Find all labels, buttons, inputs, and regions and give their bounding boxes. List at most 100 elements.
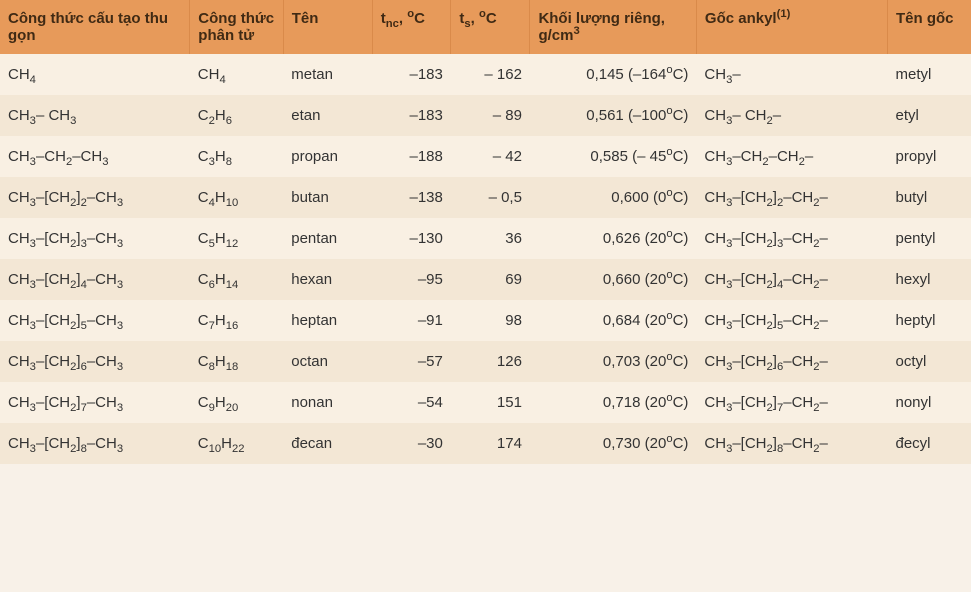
table-row: CH3–[CH2]7–CH3C9H20nonan–541510,718 (20o… (0, 382, 971, 423)
cell-name: octan (283, 341, 372, 382)
cell-rootname: etyl (887, 95, 971, 136)
table-row: CH3–[CH2]6–CH3C8H18octan–571260,703 (20o… (0, 341, 971, 382)
header-rootname: Tên gốc (887, 0, 971, 54)
alkane-table: Công thức cấu tạo thu gọn Công thức phân… (0, 0, 971, 464)
cell-name: etan (283, 95, 372, 136)
cell-structural: CH3–[CH2]6–CH3 (0, 341, 190, 382)
cell-rootname: metyl (887, 54, 971, 95)
cell-rootname: nonyl (887, 382, 971, 423)
header-name: Tên (283, 0, 372, 54)
cell-structural: CH3–[CH2]8–CH3 (0, 423, 190, 464)
header-structural: Công thức cấu tạo thu gọn (0, 0, 190, 54)
cell-ts: – 42 (451, 136, 530, 177)
cell-tnc: –30 (372, 423, 451, 464)
table-body: CH4CH4metan–183– 1620,145 (–164oC)CH3–me… (0, 54, 971, 464)
cell-molecular: C5H12 (190, 218, 283, 259)
cell-tnc: –183 (372, 54, 451, 95)
table-row: CH3–[CH2]2–CH3C4H10butan–138– 0,50,600 (… (0, 177, 971, 218)
cell-density: 0,585 (– 45oC) (530, 136, 696, 177)
header-alkyl: Gốc ankyl(1) (696, 0, 887, 54)
cell-name: pentan (283, 218, 372, 259)
cell-alkyl: CH3–[CH2]3–CH2– (696, 218, 887, 259)
cell-density: 0,684 (20oC) (530, 300, 696, 341)
table-row: CH3– CH3C2H6etan–183– 890,561 (–100oC)CH… (0, 95, 971, 136)
cell-alkyl: CH3–[CH2]4–CH2– (696, 259, 887, 300)
header-row: Công thức cấu tạo thu gọn Công thức phân… (0, 0, 971, 54)
cell-structural: CH3–CH2–CH3 (0, 136, 190, 177)
cell-rootname: heptyl (887, 300, 971, 341)
cell-molecular: C4H10 (190, 177, 283, 218)
cell-ts: 98 (451, 300, 530, 341)
table-row: CH3–CH2–CH3C3H8propan–188– 420,585 (– 45… (0, 136, 971, 177)
cell-alkyl: CH3–[CH2]2–CH2– (696, 177, 887, 218)
cell-density: 0,718 (20oC) (530, 382, 696, 423)
cell-name: metan (283, 54, 372, 95)
cell-ts: 36 (451, 218, 530, 259)
cell-density: 0,561 (–100oC) (530, 95, 696, 136)
header-tnc: tnc, oC (372, 0, 451, 54)
header-molecular: Công thức phân tử (190, 0, 283, 54)
cell-molecular: C3H8 (190, 136, 283, 177)
cell-rootname: đecyl (887, 423, 971, 464)
cell-name: heptan (283, 300, 372, 341)
cell-density: 0,145 (–164oC) (530, 54, 696, 95)
cell-structural: CH3–[CH2]3–CH3 (0, 218, 190, 259)
cell-alkyl: CH3–[CH2]5–CH2– (696, 300, 887, 341)
cell-structural: CH4 (0, 54, 190, 95)
cell-tnc: –54 (372, 382, 451, 423)
cell-rootname: butyl (887, 177, 971, 218)
table-header: Công thức cấu tạo thu gọn Công thức phân… (0, 0, 971, 54)
cell-alkyl: CH3–[CH2]8–CH2– (696, 423, 887, 464)
table-row: CH3–[CH2]8–CH3C10H22đecan–301740,730 (20… (0, 423, 971, 464)
table-row: CH3–[CH2]5–CH3C7H16heptan–91980,684 (20o… (0, 300, 971, 341)
cell-name: butan (283, 177, 372, 218)
cell-tnc: –91 (372, 300, 451, 341)
cell-tnc: –183 (372, 95, 451, 136)
cell-tnc: –130 (372, 218, 451, 259)
cell-rootname: propyl (887, 136, 971, 177)
cell-ts: – 0,5 (451, 177, 530, 218)
cell-molecular: C8H18 (190, 341, 283, 382)
cell-alkyl: CH3– CH2– (696, 95, 887, 136)
cell-tnc: –188 (372, 136, 451, 177)
cell-structural: CH3– CH3 (0, 95, 190, 136)
cell-alkyl: CH3– (696, 54, 887, 95)
cell-rootname: octyl (887, 341, 971, 382)
cell-ts: 69 (451, 259, 530, 300)
cell-ts: 126 (451, 341, 530, 382)
cell-tnc: –95 (372, 259, 451, 300)
cell-density: 0,600 (0oC) (530, 177, 696, 218)
cell-tnc: –57 (372, 341, 451, 382)
cell-molecular: C6H14 (190, 259, 283, 300)
cell-density: 0,660 (20oC) (530, 259, 696, 300)
cell-tnc: –138 (372, 177, 451, 218)
table-row: CH4CH4metan–183– 1620,145 (–164oC)CH3–me… (0, 54, 971, 95)
header-density: Khối lượng riêng, g/cm3 (530, 0, 696, 54)
header-ts: ts, oC (451, 0, 530, 54)
cell-molecular: C2H6 (190, 95, 283, 136)
cell-structural: CH3–[CH2]5–CH3 (0, 300, 190, 341)
cell-structural: CH3–[CH2]4–CH3 (0, 259, 190, 300)
cell-structural: CH3–[CH2]2–CH3 (0, 177, 190, 218)
cell-ts: 151 (451, 382, 530, 423)
cell-molecular: C7H16 (190, 300, 283, 341)
cell-name: propan (283, 136, 372, 177)
cell-density: 0,730 (20oC) (530, 423, 696, 464)
cell-density: 0,626 (20oC) (530, 218, 696, 259)
cell-rootname: pentyl (887, 218, 971, 259)
cell-ts: – 89 (451, 95, 530, 136)
table-row: CH3–[CH2]3–CH3C5H12pentan–130360,626 (20… (0, 218, 971, 259)
table-row: CH3–[CH2]4–CH3C6H14hexan–95690,660 (20oC… (0, 259, 971, 300)
cell-structural: CH3–[CH2]7–CH3 (0, 382, 190, 423)
cell-name: nonan (283, 382, 372, 423)
cell-molecular: C10H22 (190, 423, 283, 464)
cell-molecular: C9H20 (190, 382, 283, 423)
cell-molecular: CH4 (190, 54, 283, 95)
cell-alkyl: CH3–[CH2]6–CH2– (696, 341, 887, 382)
cell-name: hexan (283, 259, 372, 300)
cell-ts: 174 (451, 423, 530, 464)
cell-alkyl: CH3–[CH2]7–CH2– (696, 382, 887, 423)
cell-ts: – 162 (451, 54, 530, 95)
cell-name: đecan (283, 423, 372, 464)
cell-density: 0,703 (20oC) (530, 341, 696, 382)
